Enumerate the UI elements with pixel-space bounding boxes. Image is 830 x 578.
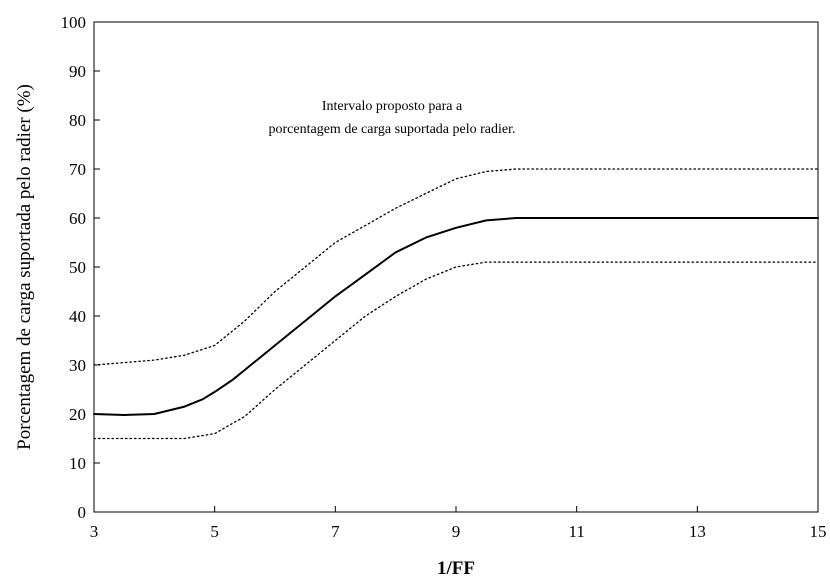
annotation-line-1: Intervalo proposto para a (322, 99, 463, 114)
y-axis-title: Porcentagem de carga suportada pelo radi… (14, 84, 35, 450)
series-layer (93, 168, 819, 440)
y-tick-label: 70 (69, 160, 86, 179)
x-tick-label: 13 (689, 522, 706, 541)
y-tick-label: 0 (78, 503, 87, 522)
y-tick-label: 30 (69, 356, 86, 375)
x-tick-label: 7 (331, 522, 340, 541)
x-axis-ticks: 3 5 7 9 11 13 15 (90, 506, 827, 541)
y-tick-label: 90 (69, 62, 86, 81)
x-tick-label: 9 (452, 522, 461, 541)
y-axis-ticks: 0 10 20 30 40 50 60 70 80 90 100 (61, 13, 100, 522)
x-tick-label: 5 (210, 522, 219, 541)
y-tick-label: 50 (69, 258, 86, 277)
x-tick-label: 3 (90, 522, 99, 541)
y-tick-label: 80 (69, 111, 86, 130)
y-tick-label: 60 (69, 209, 86, 228)
mean-line (93, 217, 819, 416)
y-tick-label: 40 (69, 307, 86, 326)
y-tick-label: 10 (69, 454, 86, 473)
y-tick-label: 20 (69, 405, 86, 424)
upper-bound-line (93, 168, 819, 366)
y-tick-label: 100 (61, 13, 87, 32)
annotation-line-2: porcentagem de carga suportada pelo radi… (269, 122, 516, 137)
x-axis-title: 1/FF (437, 558, 475, 578)
x-tick-label: 11 (568, 522, 584, 541)
x-tick-label: 15 (810, 522, 827, 541)
lower-bound-line (93, 261, 819, 440)
